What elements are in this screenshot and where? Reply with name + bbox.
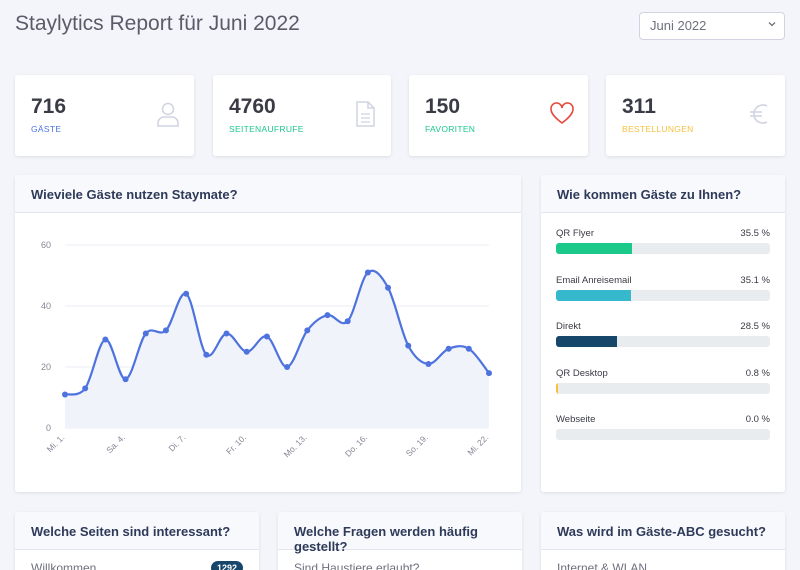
card-title: Welche Fragen werden häufig gestellt? [278, 512, 522, 554]
data-point [364, 269, 371, 276]
data-point [183, 290, 190, 297]
source-row: Webseite 0.0 % [556, 414, 770, 442]
x-tick-label: So. 19. [404, 432, 430, 458]
chevron-down-icon [768, 22, 776, 27]
data-point [122, 376, 129, 383]
source-name: Webseite [556, 414, 596, 425]
x-tick-label: Di. 7. [166, 432, 187, 453]
sources-card: Wie kommen Gäste zu Ihnen? QR Flyer 35.5 … [541, 175, 785, 492]
count-badge: 1292 [210, 561, 243, 570]
data-point [62, 391, 68, 398]
stat-card-orders: 311 BESTELLUNGEN [606, 75, 785, 156]
stat-card-pageviews: 4760 SEITENAUFRUFE [213, 75, 391, 156]
list-item[interactable]: Internet & WLAN [557, 561, 648, 570]
x-tick-label: Fr. 10. [224, 432, 248, 456]
series-line [64, 269, 490, 396]
faq-card: Welche Fragen werden häufig gestellt? Si… [278, 512, 522, 570]
source-bar-track [556, 336, 770, 347]
y-tick-label: 0 [46, 423, 51, 433]
stat-label: FAVORITEN [425, 124, 476, 134]
data-point [465, 345, 472, 352]
month-select[interactable]: Juni 2022 [639, 12, 785, 40]
data-point [425, 360, 432, 367]
data-point [405, 342, 412, 349]
data-point [243, 348, 250, 355]
data-point [304, 327, 311, 334]
source-name: Email Anreisemail [556, 274, 632, 286]
y-tick-label: 60 [41, 240, 51, 250]
data-point [102, 336, 109, 343]
source-bar-fill [556, 289, 632, 301]
stat-value: 4760 [229, 95, 276, 118]
stat-label: GÄSTE [31, 124, 62, 134]
heart-icon [550, 102, 574, 125]
source-row: Direkt 28.5 % [556, 321, 770, 349]
stat-value: 716 [31, 95, 67, 118]
x-tick-label: Do. 16. [343, 432, 369, 458]
data-point [324, 312, 331, 319]
source-percent: 35.5 % [740, 228, 770, 239]
data-point [344, 318, 351, 325]
source-bar-fill [556, 382, 558, 394]
stat-value: 150 [425, 95, 461, 118]
document-icon [356, 101, 375, 127]
source-percent: 0.8 % [745, 367, 770, 379]
source-bar-fill [556, 243, 632, 254]
stat-label: SEITENAUFRUFE [229, 124, 304, 134]
source-bar-track [556, 429, 770, 440]
stat-label: BESTELLUNGEN [622, 124, 694, 134]
month-select-value: Juni 2022 [650, 18, 707, 33]
page-title: Staylytics Report für Juni 2022 [15, 12, 300, 35]
source-row: Email Anreisemail 35.1 % [556, 275, 770, 303]
source-percent: 28.5 % [740, 321, 770, 332]
list-item[interactable]: Willkommen [31, 561, 97, 570]
data-point [162, 327, 169, 334]
abc-card: Was wird im Gäste-ABC gesucht? Internet … [541, 512, 785, 570]
data-point [203, 351, 210, 358]
source-name: QR Flyer [556, 228, 594, 239]
stat-value: 311 [622, 95, 656, 118]
euro-icon [750, 104, 768, 124]
source-row: QR Desktop 0.8 % [556, 368, 770, 396]
x-tick-label: Mi. 22. [465, 432, 490, 457]
source-bar-track [556, 289, 770, 301]
card-title: Welche Seiten sind interessant? [15, 512, 259, 550]
data-point [142, 330, 149, 337]
source-name: Direkt [556, 321, 581, 332]
source-percent: 35.1 % [740, 274, 770, 286]
user-icon [157, 102, 179, 127]
usage-line-chart: 0 20 40 60 Mi. 1. Sa. 4. Di. 7. Fr. 10. Mo. 13. D… [41, 240, 492, 459]
card-title: Was wird im Gäste-ABC gesucht? [541, 512, 785, 550]
data-point [385, 284, 392, 291]
source-bar-track [556, 243, 770, 254]
x-tick-label: Mi. 1. [45, 432, 67, 454]
source-row: QR Flyer 35.5 % [556, 228, 770, 256]
source-name: QR Desktop [556, 367, 608, 379]
source-bar-fill [556, 336, 617, 347]
source-bar-track [556, 382, 770, 394]
data-point [263, 333, 270, 340]
card-title: Wieviele Gäste nutzen Staymate? [15, 175, 521, 213]
data-point [223, 330, 230, 337]
data-point [445, 345, 452, 352]
data-point [284, 364, 291, 370]
stat-card-guests: 716 GÄSTE [15, 75, 194, 156]
x-tick-label: Sa. 4. [104, 432, 127, 455]
data-point [486, 370, 492, 377]
area-fill [65, 270, 489, 428]
pages-card: Welche Seiten sind interessant? Willkomm… [15, 512, 259, 570]
list-item[interactable]: Sind Haustiere erlaubt? [294, 561, 420, 570]
usage-chart-card: Wieviele Gäste nutzen Staymate? 0 20 40 60 M… [15, 175, 521, 492]
data-point [82, 385, 89, 392]
x-tick-label: Mo. 13. [282, 432, 309, 459]
stat-card-favorites: 150 FAVORITEN [409, 75, 588, 156]
card-title: Wie kommen Gäste zu Ihnen? [541, 175, 785, 213]
y-tick-label: 20 [41, 362, 51, 372]
source-percent: 0.0 % [745, 414, 770, 425]
y-tick-label: 40 [41, 301, 51, 311]
